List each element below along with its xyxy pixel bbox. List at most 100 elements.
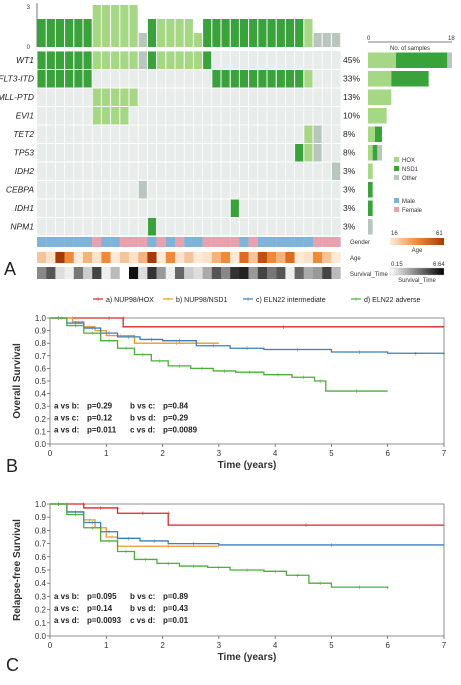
top-bar <box>295 19 304 47</box>
right-bar-nsd1 <box>368 182 373 198</box>
x-tick-label: 6 <box>385 449 390 458</box>
gender-cell <box>285 237 295 247</box>
gene-label: TP53 <box>14 148 35 158</box>
gender-cell <box>37 237 47 247</box>
gender-cell <box>230 237 240 247</box>
top-bar <box>193 33 203 47</box>
km-curve <box>50 317 444 328</box>
gender-cell <box>193 237 203 247</box>
censor-mark: + <box>127 334 131 341</box>
survival-cell <box>257 267 268 279</box>
comparison-pvalue: p=0.011 <box>87 426 117 435</box>
age-cell <box>101 252 111 263</box>
age-cell <box>46 252 56 263</box>
top-bar <box>147 19 157 47</box>
censor-mark: + <box>73 509 77 516</box>
top-bar <box>74 19 83 47</box>
x-axis-label: Time (years) <box>218 652 277 663</box>
right-bar-nsd1 <box>368 200 373 216</box>
age-scale-max: 61 <box>436 231 443 237</box>
km-legend: + a) NUP98/HOX + b) NUP98/NSD1 + c) ELN22 int… <box>93 297 421 304</box>
top-bar <box>258 19 267 47</box>
gender-cell <box>64 237 74 247</box>
age-cell <box>92 252 102 263</box>
y-axis-label: Relapse-free Survival <box>12 519 23 621</box>
survival-cell <box>313 267 323 279</box>
gender-cell <box>276 237 286 247</box>
censor-mark: + <box>149 337 153 344</box>
km-curve <box>50 503 444 546</box>
gender-cell <box>129 237 139 247</box>
censor-mark: + <box>245 568 249 575</box>
comparison-pair: a vs b: <box>54 592 79 601</box>
censor-mark: + <box>200 366 204 373</box>
survival-cell <box>37 267 47 279</box>
comparison-pvalue: p=0.0089 <box>163 426 198 435</box>
censor-mark: + <box>191 541 195 548</box>
top-axis-tick-max: 3 <box>27 5 31 11</box>
mutation-cell <box>92 88 101 106</box>
gender-cell <box>101 237 111 247</box>
top-bar <box>37 19 46 47</box>
mutation-cell <box>166 51 175 69</box>
survival-cell <box>110 267 120 279</box>
censor-mark: + <box>329 542 333 549</box>
percentage-label: 8% <box>343 148 356 158</box>
age-cell <box>138 252 148 263</box>
mutation-cell <box>92 107 101 125</box>
censor-mark: + <box>282 324 286 331</box>
top-bar <box>166 19 175 47</box>
right-axis-label: No. of samples <box>390 46 430 52</box>
mutation-cell <box>304 70 313 88</box>
censor-mark: + <box>56 502 60 509</box>
comparison-pair: b vs d: <box>130 414 156 423</box>
legend-marker: + <box>354 297 358 304</box>
mutation-cell <box>184 51 193 69</box>
y-tick-label: 0.6 <box>35 553 47 562</box>
km-curve <box>50 503 389 589</box>
age-row-label: Age <box>350 256 361 262</box>
survival-cell <box>101 267 111 279</box>
percentage-label: 45% <box>343 55 360 65</box>
mutation-cell <box>65 51 74 69</box>
censor-mark: + <box>301 375 305 382</box>
percentage-label: 33% <box>343 74 360 84</box>
mutation-cell <box>55 51 65 69</box>
censor-mark: + <box>90 525 94 532</box>
gender-cell <box>202 237 212 247</box>
survival-cell <box>46 267 56 279</box>
right-bar-hox <box>368 126 375 142</box>
mutation-cell <box>129 51 138 69</box>
y-tick-label: 0.1 <box>35 619 47 628</box>
y-tick-label: 0.9 <box>35 327 47 336</box>
comparison-pair: a vs b: <box>54 402 79 411</box>
censor-mark: + <box>304 523 308 530</box>
censor-mark: + <box>115 505 119 512</box>
survival-cell <box>276 267 286 279</box>
percentage-label: 10% <box>343 111 360 121</box>
mutation-matrix <box>37 51 341 237</box>
age-cell <box>303 252 314 263</box>
right-bar-other <box>377 145 382 161</box>
censor-mark: + <box>73 512 77 519</box>
x-tick-label: 2 <box>160 449 165 458</box>
panel-b-overall-survival: 0.0 0.1 0.2 0.3 0.4 0.5 0.6 0.7 0.8 0.9 1.0 0 1 2 3 4 5 6… <box>12 314 447 471</box>
mutation-cell <box>193 51 203 69</box>
censor-mark: + <box>110 535 114 542</box>
top-bar <box>129 5 138 47</box>
censor-mark: + <box>318 379 322 386</box>
age-cell <box>147 252 157 263</box>
comparison-pair: b vs c: <box>130 402 155 411</box>
censor-mark: + <box>99 505 103 512</box>
top-bar <box>304 19 313 47</box>
gender-cell <box>211 237 222 247</box>
mutation-cell <box>147 218 157 236</box>
y-tick-label: 0.4 <box>35 579 47 588</box>
x-tick-label: 1 <box>104 449 109 458</box>
comparison-pair: a vs c: <box>54 414 79 423</box>
censor-mark: + <box>166 544 170 551</box>
comparison-pvalue: p=0.14 <box>87 604 113 613</box>
legend-entry: a) NUP98/HOX <box>106 297 154 304</box>
mutation-cell <box>83 51 92 69</box>
percentage-label: 13% <box>343 92 360 102</box>
